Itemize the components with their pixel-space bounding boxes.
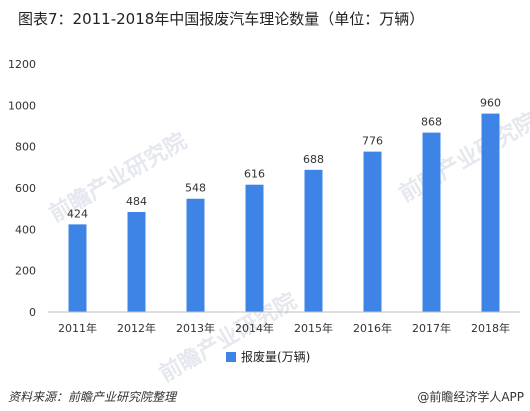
legend-label: 报废量(万辆) [241, 349, 310, 364]
bar-value-label: 424 [67, 207, 88, 220]
bar [186, 198, 205, 312]
bar-value-label: 688 [303, 153, 324, 166]
bar [127, 211, 146, 312]
legend-swatch [226, 352, 236, 362]
source-note: 资料来源：前瞻产业研究院整理 [8, 390, 177, 404]
y-tick-label: 1200 [8, 58, 36, 71]
bar [363, 151, 382, 312]
x-tick-label: 2014年 [235, 321, 274, 335]
brand-note: @前瞻经济学人APP [417, 390, 524, 404]
bar [481, 113, 500, 312]
y-tick-label: 200 [15, 265, 36, 278]
y-tick-label: 1000 [8, 99, 36, 112]
y-axis: 0 200 400 600 800 1000 1200 [8, 58, 36, 319]
bar-value-label: 616 [244, 168, 265, 181]
bar [245, 184, 264, 312]
bar-value-label: 960 [480, 97, 501, 110]
x-tick-label: 2016年 [353, 321, 392, 335]
legend: 报废量(万辆) [226, 349, 310, 364]
bars: 424 484 548 616 688 776 868 960 [67, 97, 501, 312]
bar-value-label: 868 [421, 116, 442, 129]
x-tick-label: 2011年 [58, 321, 97, 335]
chart-title: 图表7：2011-2018年中国报废汽车理论数量（单位：万辆） [18, 10, 425, 28]
y-tick-label: 800 [15, 141, 36, 154]
bar-value-label: 548 [185, 182, 206, 195]
bar-value-label: 776 [362, 135, 383, 148]
bar-value-label: 484 [126, 195, 147, 208]
x-tick-label: 2017年 [412, 321, 451, 335]
bar [68, 224, 87, 312]
y-tick-label: 600 [15, 182, 36, 195]
x-tick-label: 2015年 [294, 321, 333, 335]
x-axis: 2011年 2012年 2013年 2014年 2015年 2016年 2017年 2018年 [48, 311, 520, 335]
bar [304, 169, 323, 312]
y-tick-label: 0 [29, 306, 36, 319]
x-tick-label: 2018年 [471, 321, 510, 335]
x-tick-label: 2012年 [117, 321, 156, 335]
bar [422, 132, 441, 312]
y-tick-label: 400 [15, 223, 36, 236]
x-tick-label: 2013年 [176, 321, 215, 335]
